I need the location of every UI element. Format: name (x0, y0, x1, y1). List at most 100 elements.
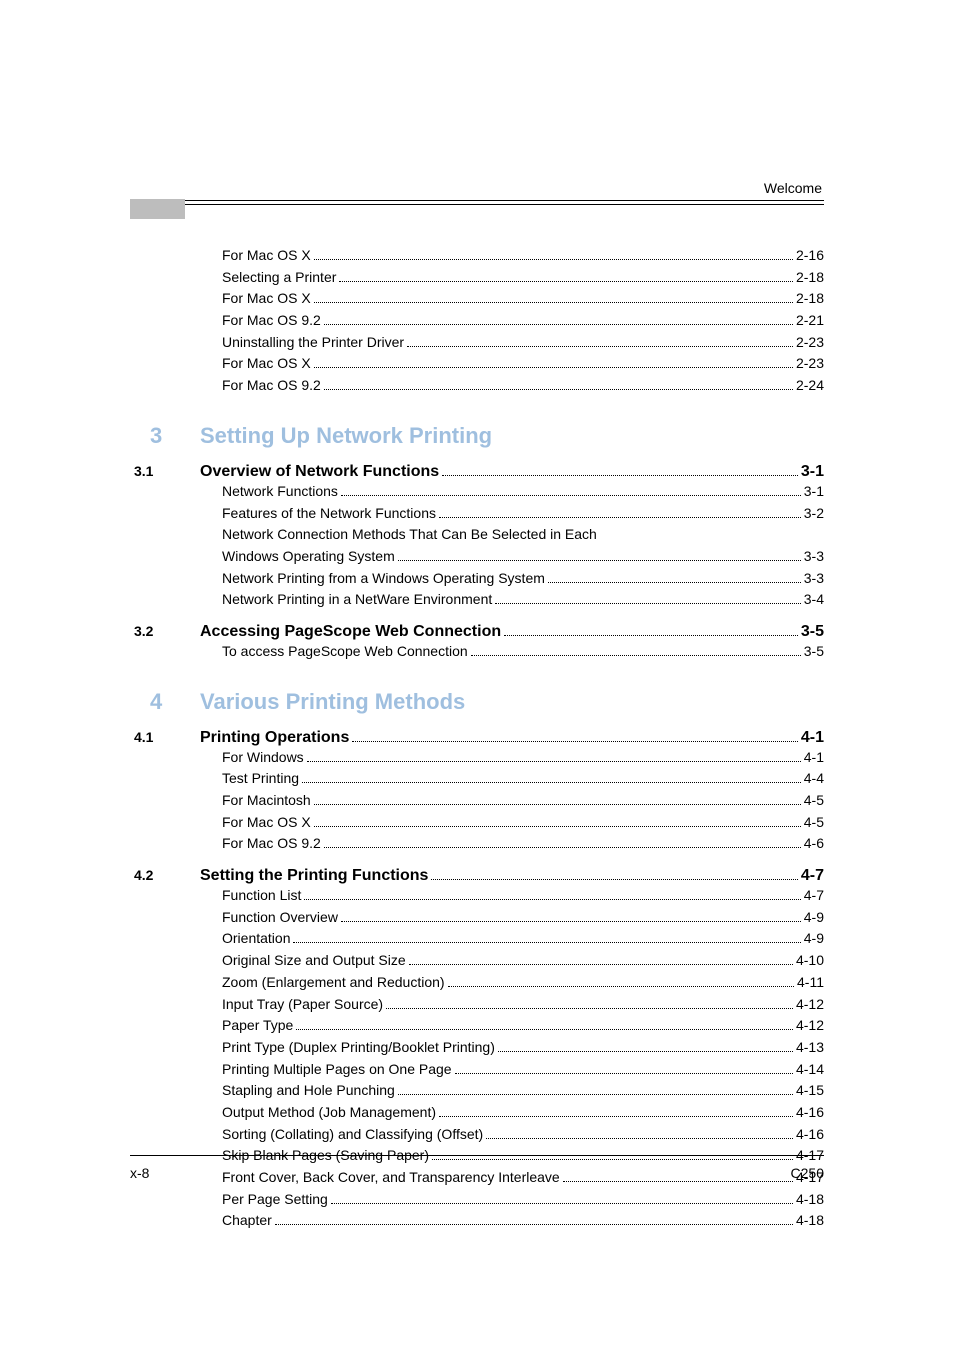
toc-entry-label: For Macintosh (222, 790, 311, 812)
toc-entry-page: 4-12 (796, 994, 824, 1016)
toc-entry-page: 4-5 (804, 812, 824, 834)
toc-entry: Network Printing from a Windows Operatin… (222, 568, 824, 590)
toc-entry: For Mac OS 9.2 2-21 (222, 310, 824, 332)
section-line: Accessing PageScope Web Connection 3-5 (200, 623, 824, 641)
toc-entry-wrapped: Network Connection Methods That Can Be S… (222, 524, 824, 546)
toc-entry-page: 4-11 (797, 972, 824, 994)
toc-leader-dots (314, 804, 801, 805)
toc-leader-dots (293, 942, 800, 943)
toc-leader-dots (455, 1073, 793, 1074)
toc-entry-page: 4-14 (796, 1059, 824, 1081)
toc-entry-page: 4-17 (796, 1145, 824, 1167)
toc-leader-dots (302, 782, 801, 783)
toc-entry-label: For Mac OS 9.2 (222, 310, 321, 332)
toc-entry-label: Network Printing from a Windows Operatin… (222, 568, 545, 590)
toc-entry-label: Function List (222, 885, 301, 907)
toc-leader-dots (448, 986, 794, 987)
toc-entry: Features of the Network Functions 3-2 (222, 503, 824, 525)
toc-leader-dots (324, 847, 801, 848)
section-page: 4-7 (801, 867, 824, 885)
toc-leader-dots (504, 635, 798, 636)
toc-entry: For Mac OS X 2-18 (222, 288, 824, 310)
toc-leader-dots (548, 582, 801, 583)
toc-entry-label: Input Tray (Paper Source) (222, 994, 383, 1016)
toc-entry: For Windows 4-1 (222, 747, 824, 769)
toc-entry-page: 4-18 (796, 1210, 824, 1232)
toc-entry-page: 4-16 (796, 1102, 824, 1124)
toc-entry-label: Front Cover, Back Cover, and Transparenc… (222, 1167, 560, 1189)
section-entries: To access PageScope Web Connection 3-5 (200, 641, 824, 663)
toc-leader-dots (331, 1203, 793, 1204)
section-line: Printing Operations 4-1 (200, 729, 824, 747)
toc-entry-page: 4-12 (796, 1015, 824, 1037)
toc-entry: Windows Operating System 3-3 (222, 546, 824, 568)
toc-entry-page: 4-5 (804, 790, 824, 812)
toc-entry-page: 4-10 (796, 950, 824, 972)
toc-leader-dots (432, 1159, 793, 1160)
toc-leader-dots (339, 281, 793, 282)
toc-entry: Orientation 4-9 (222, 928, 824, 950)
section-number: 4.1 (134, 729, 200, 745)
footer-rule (130, 1155, 824, 1156)
toc-leader-dots (495, 603, 801, 604)
toc-entry-label: For Mac OS X (222, 288, 311, 310)
toc-entry-page: 3-2 (804, 503, 824, 525)
toc-entry: Test Printing 4-4 (222, 768, 824, 790)
toc-entry-page: 2-23 (796, 353, 824, 375)
toc-entry-page: 2-21 (796, 310, 824, 332)
section-page: 3-5 (801, 623, 824, 641)
toc-entry: Function Overview 4-9 (222, 907, 824, 929)
toc-leader-dots (386, 1008, 793, 1009)
toc-entry-label: For Mac OS X (222, 353, 311, 375)
toc-leader-dots (398, 1094, 793, 1095)
toc-entry-label: Original Size and Output Size (222, 950, 406, 972)
toc-leader-dots (314, 302, 793, 303)
toc-pre-entries: For Mac OS X 2-16Selecting a Printer 2-1… (200, 245, 824, 397)
toc-entry: Original Size and Output Size 4-10 (222, 950, 824, 972)
toc-entry: For Mac OS 9.2 4-6 (222, 833, 824, 855)
toc-leader-dots (471, 655, 801, 656)
toc-entry-page: 2-23 (796, 332, 824, 354)
toc-leader-dots (431, 879, 797, 880)
toc-entry-label: Skip Blank Pages (Saving Paper) (222, 1145, 429, 1167)
toc-leader-dots (307, 761, 801, 762)
toc-leader-dots (439, 1116, 793, 1117)
toc-entry: Network Functions 3-1 (222, 481, 824, 503)
section-entries: Network Functions 3-1Features of the Net… (200, 481, 824, 611)
toc-leader-dots (563, 1181, 793, 1182)
section-label: Accessing PageScope Web Connection (200, 623, 501, 641)
toc-entry: Per Page Setting 4-18 (222, 1189, 824, 1211)
toc-entry-page: 4-18 (796, 1189, 824, 1211)
toc-entry: Paper Type 4-12 (222, 1015, 824, 1037)
toc-leader-dots (296, 1029, 793, 1030)
toc-entry-label: Windows Operating System (222, 546, 395, 568)
toc-entry: Chapter 4-18 (222, 1210, 824, 1232)
section-line: Setting the Printing Functions 4-7 (200, 867, 824, 885)
toc-entry: Input Tray (Paper Source) 4-12 (222, 994, 824, 1016)
toc-entry: Selecting a Printer 2-18 (222, 267, 824, 289)
toc-entry-page: 2-18 (796, 288, 824, 310)
toc-entry-label: Features of the Network Functions (222, 503, 436, 525)
toc-entry-label: Chapter (222, 1210, 272, 1232)
toc-leader-dots (442, 475, 798, 476)
section-number: 3.2 (134, 623, 200, 639)
toc-entry-label: Stapling and Hole Punching (222, 1080, 395, 1102)
chapter-title: Various Printing Methods (200, 689, 465, 715)
toc-entry-page: 4-9 (804, 907, 824, 929)
toc-entry: Network Printing in a NetWare Environmen… (222, 589, 824, 611)
toc-entry-label: Print Type (Duplex Printing/Booklet Prin… (222, 1037, 495, 1059)
toc-entry-page: 2-24 (796, 375, 824, 397)
section-line: Overview of Network Functions 3-1 (200, 463, 824, 481)
toc-leader-dots (498, 1051, 793, 1052)
toc-entry-label: Uninstalling the Printer Driver (222, 332, 404, 354)
toc-entry-page: 4-13 (796, 1037, 824, 1059)
chapter-heading: 4Various Printing Methods (200, 689, 824, 715)
toc-leader-dots (304, 899, 800, 900)
toc-leader-dots (409, 964, 793, 965)
toc-entry-label: Output Method (Job Management) (222, 1102, 436, 1124)
toc-entry-label: Selecting a Printer (222, 267, 336, 289)
section-number: 4.2 (134, 867, 200, 883)
toc-entry-label: Printing Multiple Pages on One Page (222, 1059, 452, 1081)
toc-entry-page: 3-3 (804, 568, 824, 590)
toc-entry-page: 4-16 (796, 1124, 824, 1146)
